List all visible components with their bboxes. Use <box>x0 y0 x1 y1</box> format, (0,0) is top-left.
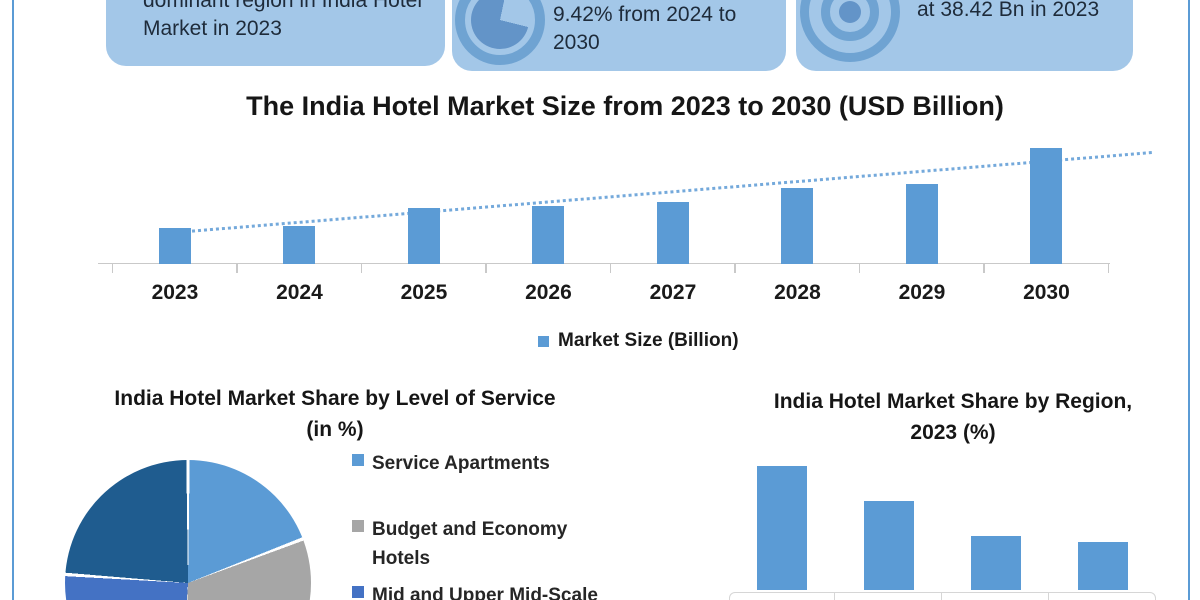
axis-tick <box>111 264 114 273</box>
axis-tick <box>485 264 487 273</box>
region-axis-cell <box>729 592 838 600</box>
region-axis-cell <box>834 592 943 600</box>
pie-chart-title-line2: (in %) <box>306 418 364 441</box>
pie-legend-label: Mid and Upper Mid-Scale <box>372 581 612 600</box>
region-bar-4 <box>1077 542 1128 590</box>
info-card-line: dominant region in India Hotel <box>143 0 423 12</box>
region-bar-1 <box>757 466 808 590</box>
pie-legend-label: Budget and Economy Hotels <box>372 515 612 573</box>
pie-chart-icon-ring <box>455 0 545 65</box>
service-level-pie-chart <box>65 460 311 600</box>
region-chart-title-line1: India Hotel Market Share by Region, <box>773 390 1133 413</box>
axis-tick <box>360 264 363 273</box>
target-icon-bullseye-dot <box>839 1 861 23</box>
region-bar-2 <box>864 501 915 590</box>
axis-tick <box>609 264 612 273</box>
axis-label-2023: 2023 <box>151 281 199 304</box>
bar-2026 <box>532 205 565 264</box>
info-card-text: dominant region in India Hotel Market in… <box>143 0 422 43</box>
region-chart-title-line2: 2023 (%) <box>910 421 996 444</box>
axis-tick <box>734 264 736 273</box>
axis-label-2025: 2025 <box>400 281 448 304</box>
market-size-chart-legend: Market Size (Billion) <box>538 330 739 352</box>
info-card-dominant-region: dominant region in India Hotel Market in… <box>106 0 445 66</box>
info-card-cagr: 9.42% from 2024 to 2030 <box>452 0 786 71</box>
bar-2030 <box>1030 147 1063 264</box>
axis-label-2030: 2030 <box>1023 281 1070 304</box>
axis-label-2029: 2029 <box>898 281 946 304</box>
x-axis-line <box>98 263 1110 264</box>
frame-border-right <box>1188 0 1190 600</box>
axis-tick <box>858 264 861 273</box>
pie-legend-label-line: Mid and Upper Mid-Scale <box>372 585 598 600</box>
bar-2027 <box>656 201 689 264</box>
legend-label: Market Size (Billion) <box>558 330 739 351</box>
bar-2024 <box>283 225 316 264</box>
axis-tick <box>983 264 985 273</box>
info-card-line: Market in 2023 <box>143 17 282 40</box>
region-axis-cell <box>1047 592 1157 600</box>
axis-label-2026: 2026 <box>525 281 572 304</box>
region-axis-cell <box>941 592 1050 600</box>
info-card-text: at 38.42 Bn in 2023 <box>917 0 1100 21</box>
pie-legend-label-line: Budget and Economy <box>372 519 568 540</box>
legend-marker <box>538 335 549 347</box>
axis-tick <box>1107 264 1110 273</box>
pie-legend-label: Service Apartments <box>372 449 612 478</box>
target-icon-middle-ring <box>821 0 879 41</box>
axis-label-2024: 2024 <box>276 281 323 304</box>
market-size-chart-title: The India Hotel Market Size from 2023 to… <box>246 91 1004 121</box>
bar-2023 <box>158 227 191 264</box>
pie-chart-title-line1: India Hotel Market Share by Level of Ser… <box>114 387 556 410</box>
pie-chart-icon-disc <box>471 0 529 49</box>
bar-2028 <box>781 187 814 264</box>
axis-label-2027: 2027 <box>649 281 697 304</box>
pie-legend-marker <box>352 520 364 532</box>
region-chart-title: India Hotel Market Share by Region, 2023… <box>740 386 1166 448</box>
target-icon-outer-ring <box>800 0 900 62</box>
pie-legend-label-line: Service Apartments <box>372 453 550 474</box>
info-card-market-value: at 38.42 Bn in 2023 <box>796 0 1133 71</box>
frame-border-left <box>12 0 14 600</box>
pie-legend-marker <box>352 454 364 466</box>
pie-legend-label-line: Hotels <box>372 548 431 569</box>
pie-chart-title: India Hotel Market Share by Level of Ser… <box>90 383 580 445</box>
info-card-text: 9.42% from 2024 to 2030 <box>553 3 737 54</box>
bar-2025 <box>407 207 440 264</box>
axis-tick <box>236 264 238 273</box>
bar-2029 <box>905 183 938 264</box>
pie-legend-marker <box>352 586 364 598</box>
axis-label-2028: 2028 <box>774 281 821 304</box>
region-bar-3 <box>971 536 1021 590</box>
